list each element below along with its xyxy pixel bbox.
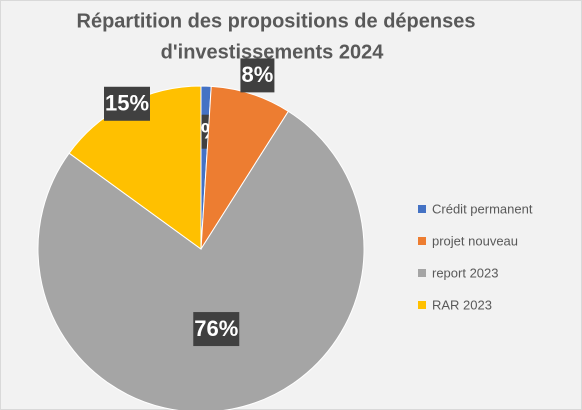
data-label: 15% — [105, 91, 149, 116]
data-label: 76% — [194, 316, 238, 341]
data-label-box — [103, 86, 150, 121]
legend-label: projet nouveau — [432, 233, 518, 248]
legend-label: Crédit permanent — [432, 201, 533, 216]
chart-title: Répartition des propositions de dépenses — [77, 10, 476, 32]
chart-title: d'investissements 2024 — [161, 41, 385, 63]
legend-swatch — [418, 205, 426, 213]
legend-swatch — [418, 237, 426, 245]
pie-slice — [37, 110, 365, 410]
legend-swatch — [418, 301, 426, 309]
data-label: 8% — [242, 62, 274, 87]
legend-label: RAR 2023 — [432, 297, 492, 312]
data-label-box — [240, 58, 275, 93]
legend-label: report 2023 — [432, 265, 499, 280]
data-label-box — [193, 312, 240, 347]
legend-swatch — [418, 269, 426, 277]
